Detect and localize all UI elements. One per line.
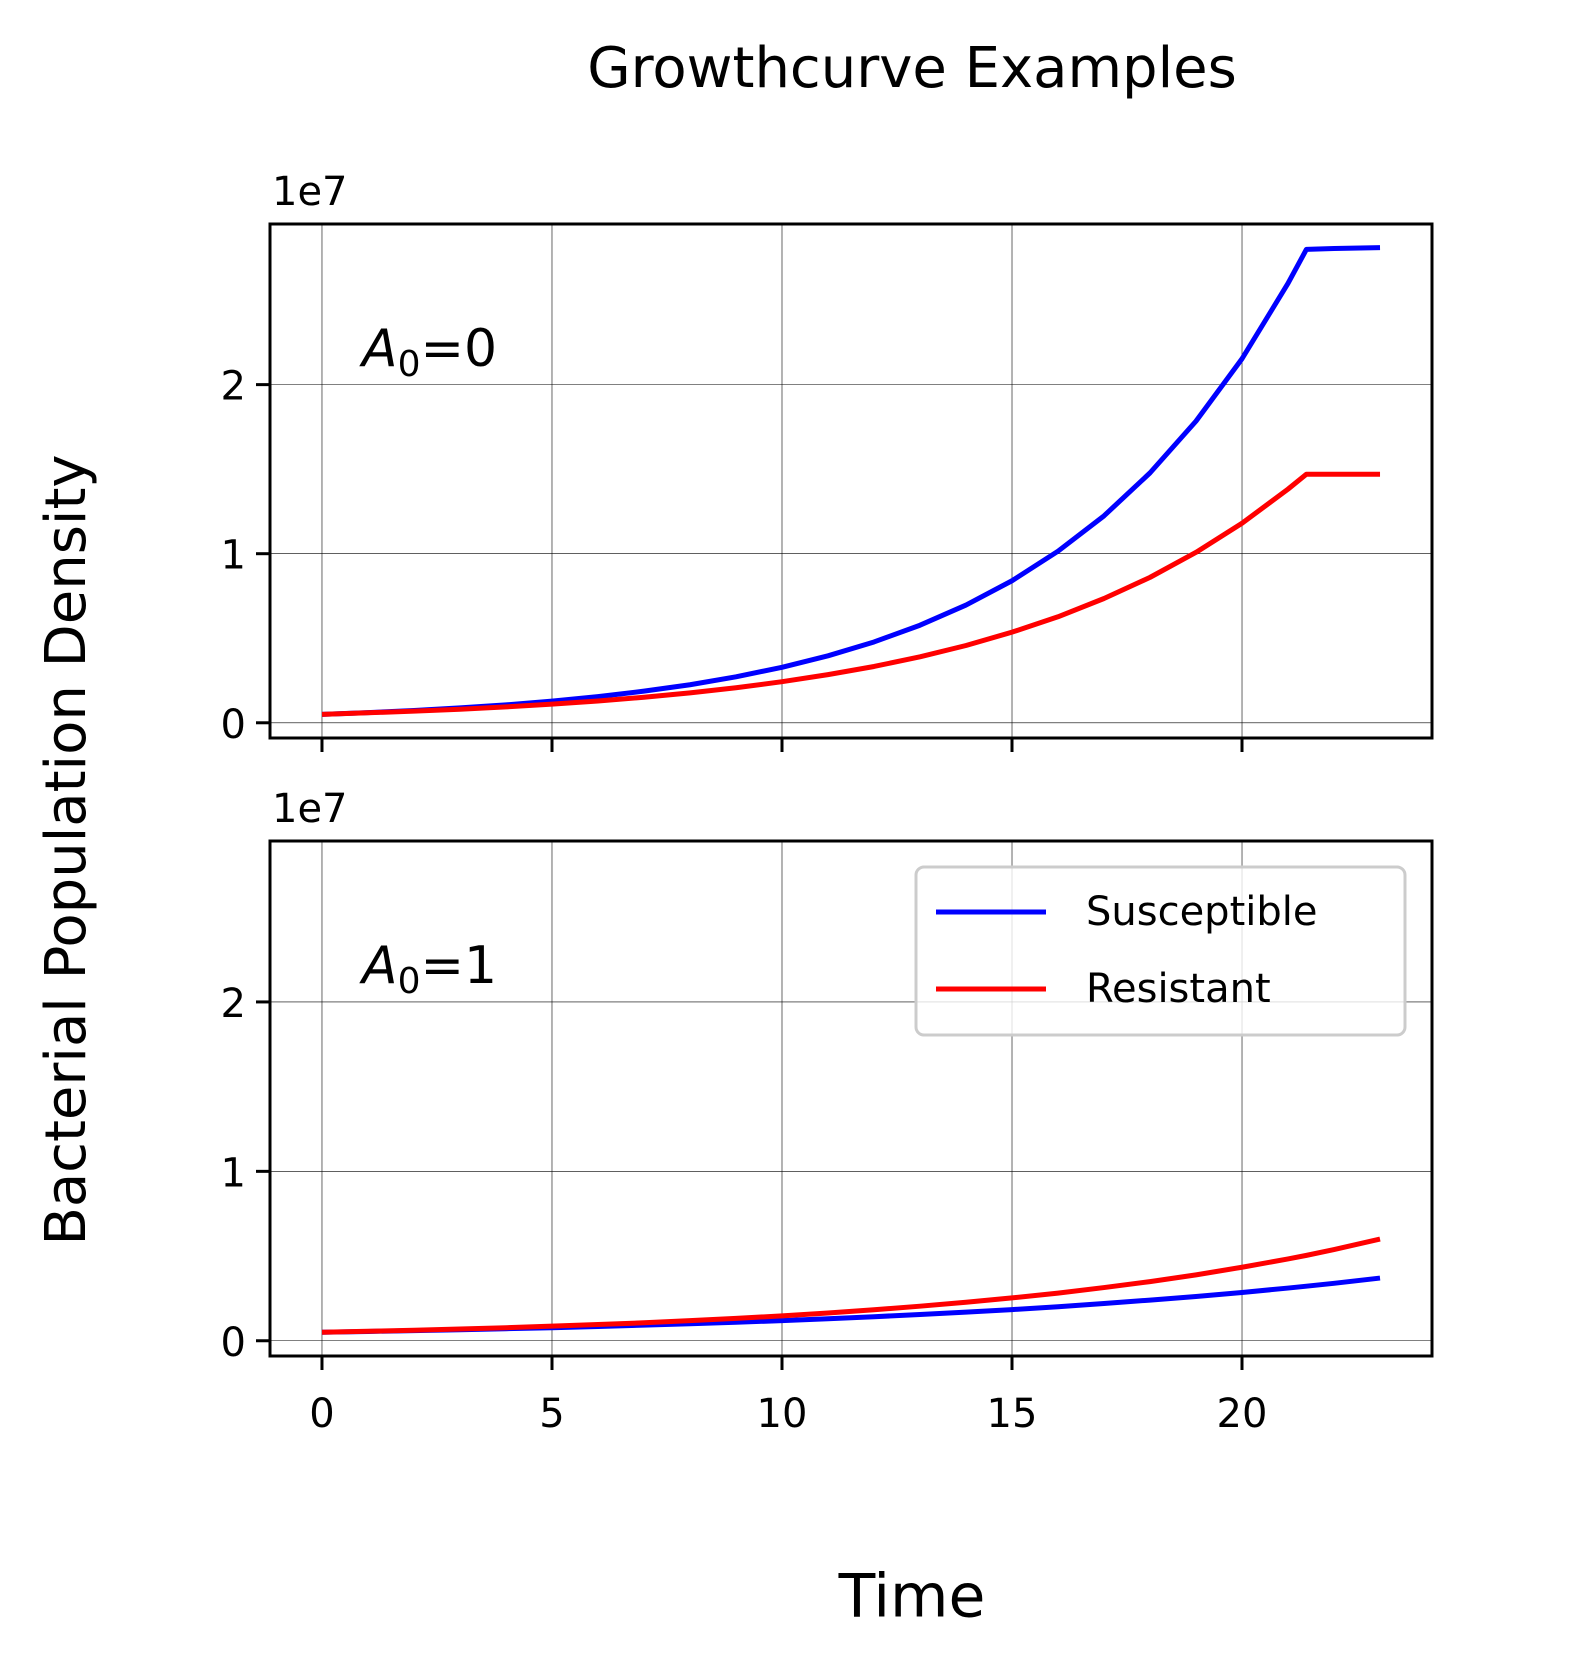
annotation-suffix: =0 [420,319,497,379]
series-line [321,1236,1381,1335]
y-tick-label: 2 [221,364,246,410]
x-tick-label: 0 [309,1391,334,1437]
annotation-subscript: 0 [398,344,421,385]
annotation: A0=0 [359,319,497,385]
offset-label: 1e7 [272,169,348,215]
legend-box [914,865,1407,1037]
x-tick-label: 20 [1217,1391,1268,1437]
offset-label: 1e7 [272,786,348,832]
legend-label: Resistant [1086,966,1271,1012]
y-tick-label: 1 [221,1150,246,1196]
series-line [321,1275,1381,1335]
x-tick-label: 5 [539,1391,564,1437]
axes-frame [268,222,1434,740]
axes-frame [268,839,1434,1358]
figure-title: Growthcurve Examples [587,36,1237,101]
y-tick-label: 2 [221,981,246,1027]
y-tick-label: 1 [221,533,246,579]
annotation-symbol: A [359,319,398,379]
legend-label: Susceptible [1086,889,1317,935]
annotation-suffix: =1 [420,936,497,996]
series-line [321,471,1381,717]
series-line [321,245,1381,717]
x-axis-label: Time [838,1562,986,1632]
x-tick-label: 10 [757,1391,808,1437]
annotation: A0=1 [359,936,497,1002]
x-tick-label: 15 [987,1391,1038,1437]
annotation-symbol: A [359,936,398,996]
y-tick-label: 0 [221,1320,246,1366]
legend: Susceptible Resistant [914,865,1407,1037]
y-axis-label: Bacterial Population Density [34,454,99,1245]
y-tick-label: 0 [221,702,246,748]
annotation-subscript: 0 [398,961,421,1002]
